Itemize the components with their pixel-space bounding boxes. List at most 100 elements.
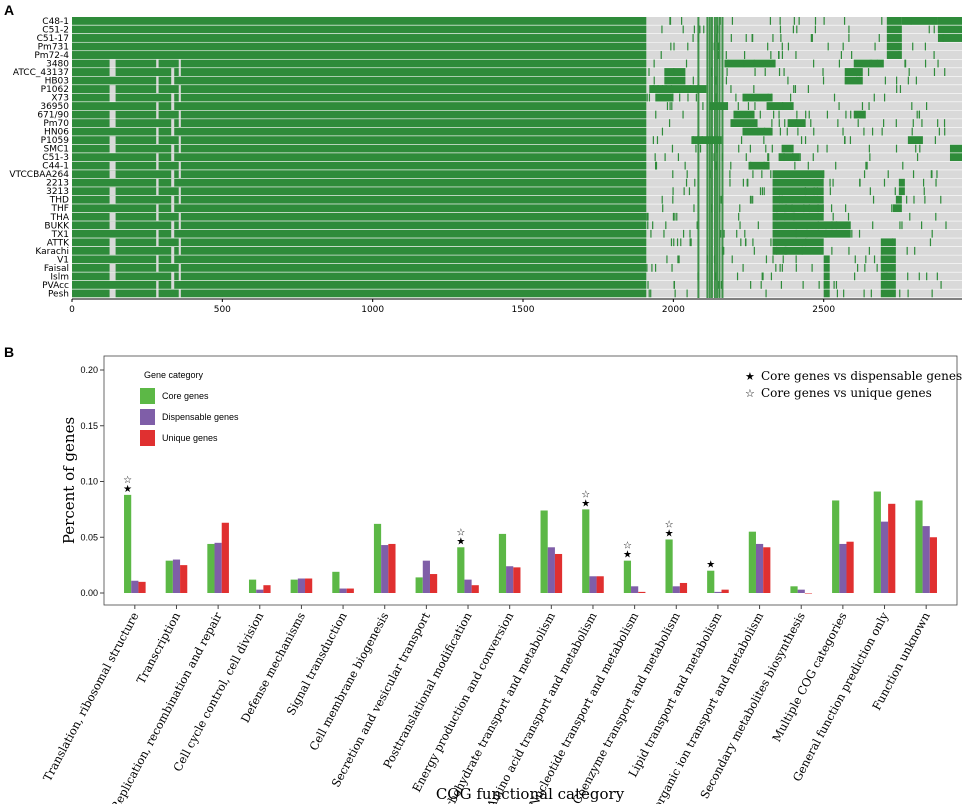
- heatmap-accessory-block: [730, 119, 758, 128]
- heatmap-absence-stripe: [178, 272, 181, 281]
- heatmap-accessory-block: [844, 68, 863, 77]
- heatmap-absence-stripe: [156, 229, 159, 238]
- heatmap-accessory-line: [808, 204, 810, 213]
- heatmap-accessory-line: [747, 102, 750, 111]
- heatmap-accessory-line: [761, 187, 764, 196]
- heatmap-accessory-block: [733, 110, 755, 119]
- heatmap-absence-stripe: [156, 102, 159, 111]
- heatmap-accessory-line: [840, 51, 842, 59]
- heatmap-accessory-line: [940, 280, 942, 289]
- heatmap-accessory-block: [886, 42, 902, 51]
- heatmap-core-block: [72, 153, 647, 162]
- heatmap-absence-stripe: [178, 221, 181, 230]
- heatmap-accessory-line: [683, 187, 685, 196]
- heatmap-absence-stripe: [178, 93, 181, 102]
- heatmap-accessory-line: [833, 280, 835, 289]
- heatmap-accessory-line: [937, 59, 939, 68]
- heatmap-accessory-line: [937, 119, 939, 128]
- heatmap-accessory-line: [915, 76, 917, 85]
- heatmap-core-block: [72, 280, 647, 289]
- heatmap-core-block: [72, 25, 647, 34]
- heatmap-accessory-line: [823, 170, 825, 179]
- heatmap-absence-stripe: [109, 136, 116, 145]
- heatmap-accessory-line: [832, 212, 834, 221]
- heatmap-accessory-line: [731, 17, 734, 25]
- heatmap-x-tick-label: 2000: [662, 305, 685, 315]
- heatmap-accessory-block: [823, 255, 830, 264]
- heatmap-x-tick-label: 500: [214, 305, 231, 315]
- heatmap-accessory-line: [869, 187, 871, 196]
- heatmap-absence-stripe: [156, 204, 159, 213]
- heatmap-accessory-line: [848, 246, 850, 255]
- heatmap-absence-stripe: [109, 263, 116, 272]
- heatmap-accessory-line: [802, 280, 804, 289]
- heatmap-absence-stripe: [109, 161, 116, 170]
- heatmap-accessory-block: [880, 263, 896, 272]
- heatmap-core-block: [72, 229, 647, 238]
- heatmap-accessory-line: [861, 102, 864, 111]
- dispensable-bar: [797, 589, 805, 593]
- core-bar: [582, 509, 590, 593]
- x-category-label: Cell membrane biogenesis: [306, 610, 391, 753]
- heatmap-shared-column: [713, 17, 716, 298]
- y-tick-label: 0.00: [80, 588, 98, 598]
- heatmap-accessory-line: [770, 170, 772, 179]
- core-bar: [290, 579, 298, 593]
- heatmap-accessory-line: [678, 255, 680, 264]
- heatmap-accessory-line: [778, 68, 781, 77]
- heatmap-accessory-line: [751, 34, 753, 42]
- heatmap-accessory-line: [694, 178, 696, 187]
- heatmap-accessory-line: [699, 144, 702, 153]
- heatmap-absence-stripe: [178, 238, 181, 247]
- strain-label: Pm70: [43, 119, 69, 129]
- heatmap-accessory-line: [904, 59, 906, 68]
- heatmap-accessory-line: [652, 221, 654, 230]
- heatmap-accessory-line: [858, 76, 861, 85]
- heatmap-accessory-line: [687, 93, 689, 102]
- strain-label: C51-3: [42, 153, 69, 163]
- core-bar: [623, 560, 632, 593]
- core-bar: [332, 571, 340, 593]
- heatmap-accessory-line: [904, 59, 907, 68]
- heatmap-absence-stripe: [171, 246, 175, 255]
- legend-star-filled-label: Core genes vs dispensable genes: [761, 369, 962, 383]
- heatmap-accessory-line: [911, 102, 913, 111]
- strain-label: V1: [57, 255, 69, 265]
- legend-star-open-icon: ☆: [745, 387, 755, 400]
- heatmap-accessory-line: [796, 25, 798, 34]
- heatmap-accessory-line: [863, 170, 866, 179]
- heatmap-accessory-line: [776, 212, 778, 221]
- heatmap-accessory-line: [880, 255, 883, 264]
- heatmap-accessory-line: [805, 110, 807, 119]
- heatmap-accessory-line: [944, 68, 946, 77]
- heatmap-absence-stripe: [178, 136, 181, 145]
- heatmap-accessory-line: [779, 17, 781, 25]
- heatmap-accessory-line: [906, 246, 908, 255]
- heatmap-accessory-line: [813, 127, 815, 136]
- heatmap-accessory-line: [804, 187, 807, 196]
- heatmap-accessory-line: [693, 25, 695, 34]
- heatmap-accessory-block: [772, 221, 851, 230]
- x-category-label: Translation, ribosomal structure: [40, 610, 141, 784]
- heatmap-accessory-line: [784, 212, 786, 221]
- core-bar: [748, 531, 756, 593]
- unique-bar: [929, 537, 937, 593]
- heatmap-absence-stripe: [156, 255, 159, 264]
- heatmap-core-block: [72, 272, 647, 281]
- heatmap-accessory-line: [745, 34, 747, 42]
- heatmap-accessory-line: [749, 195, 752, 204]
- heatmap-accessory-line: [911, 127, 913, 136]
- heatmap-accessory-line: [924, 59, 927, 68]
- core-bar: [124, 494, 132, 593]
- heatmap-accessory-line: [768, 153, 770, 162]
- heatmap-accessory-line: [736, 229, 738, 238]
- legend-title: Gene category: [144, 370, 204, 380]
- heatmap-accessory-line: [926, 272, 928, 281]
- heatmap-accessory-line: [887, 170, 889, 179]
- heatmap-accessory-line: [933, 25, 935, 34]
- heatmap-accessory-line: [873, 255, 876, 264]
- unique-bar: [513, 567, 521, 593]
- heatmap-accessory-line: [935, 178, 937, 187]
- heatmap-accessory-line: [677, 255, 679, 264]
- heatmap-accessory-line: [843, 17, 846, 25]
